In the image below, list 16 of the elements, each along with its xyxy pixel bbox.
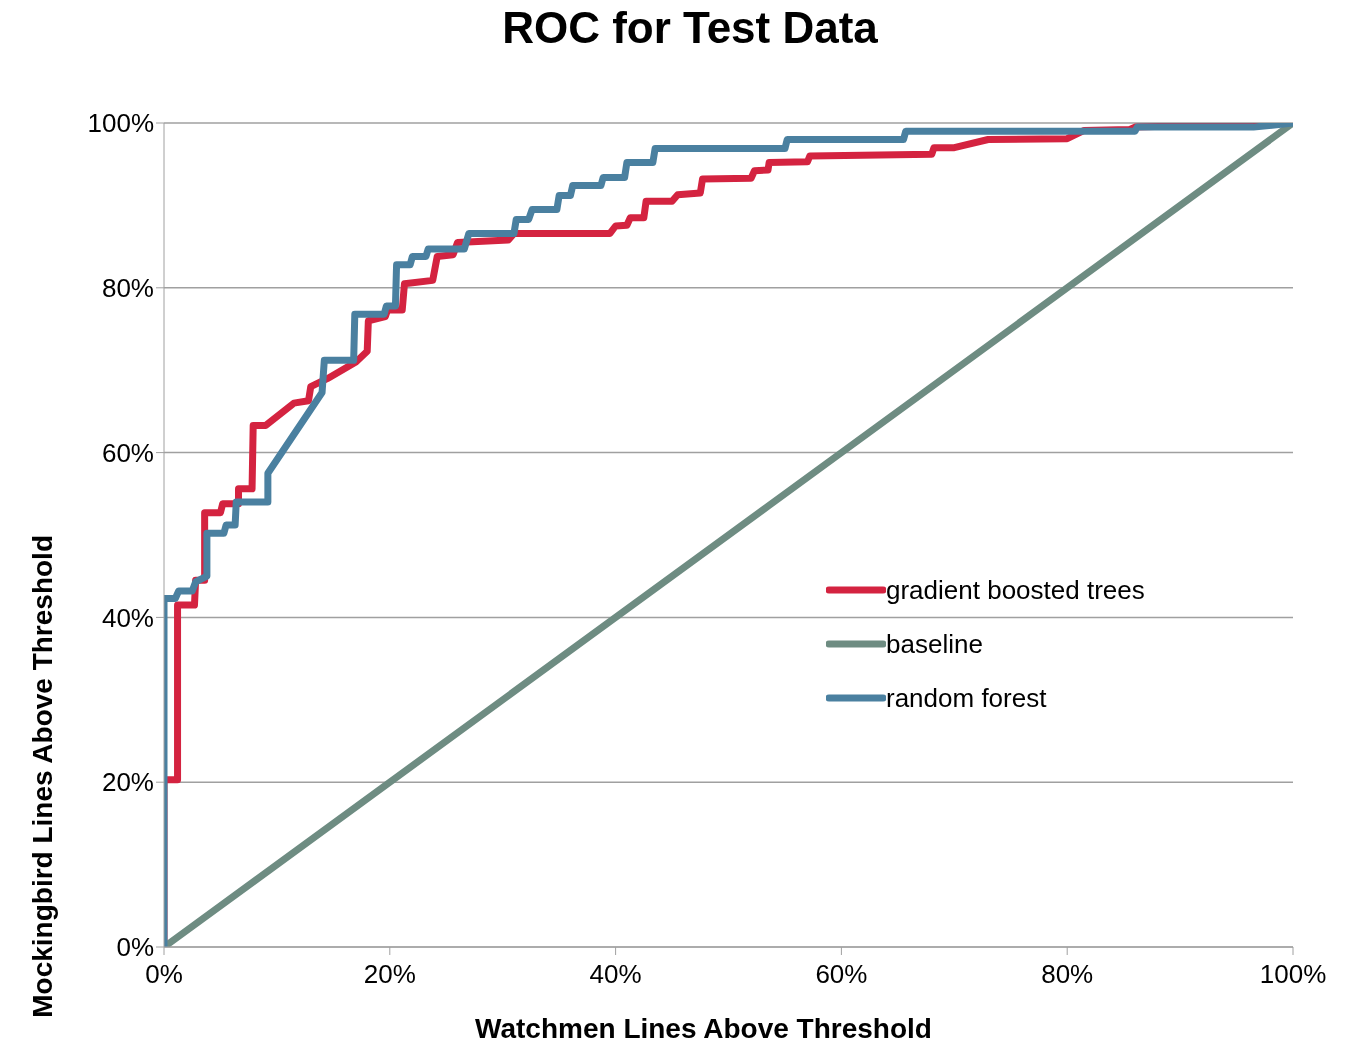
x-tick-label: 20% [363,959,416,990]
legend-label: baseline [886,628,983,660]
x-tick-label: 80% [1041,959,1094,990]
x-tick-label: 40% [589,959,642,990]
chart-title: ROC for Test Data [501,3,879,54]
x-tick-label: 100% [1259,959,1327,990]
y-tick-label: 60% [101,437,154,468]
legend-label: gradient boosted trees [886,574,1145,606]
y-tick-label: 100% [87,108,154,139]
y-axis-title: Mockingbird Lines Above Threshold [26,535,58,1018]
y-tick-label: 40% [101,602,154,633]
legend-label: random forest [886,682,1047,714]
x-axis-title: Watchmen Lines Above Threshold [475,1013,932,1044]
x-tick-label: 60% [815,959,868,990]
y-tick-label: 80% [101,273,154,304]
y-tick-label: 20% [101,767,154,798]
